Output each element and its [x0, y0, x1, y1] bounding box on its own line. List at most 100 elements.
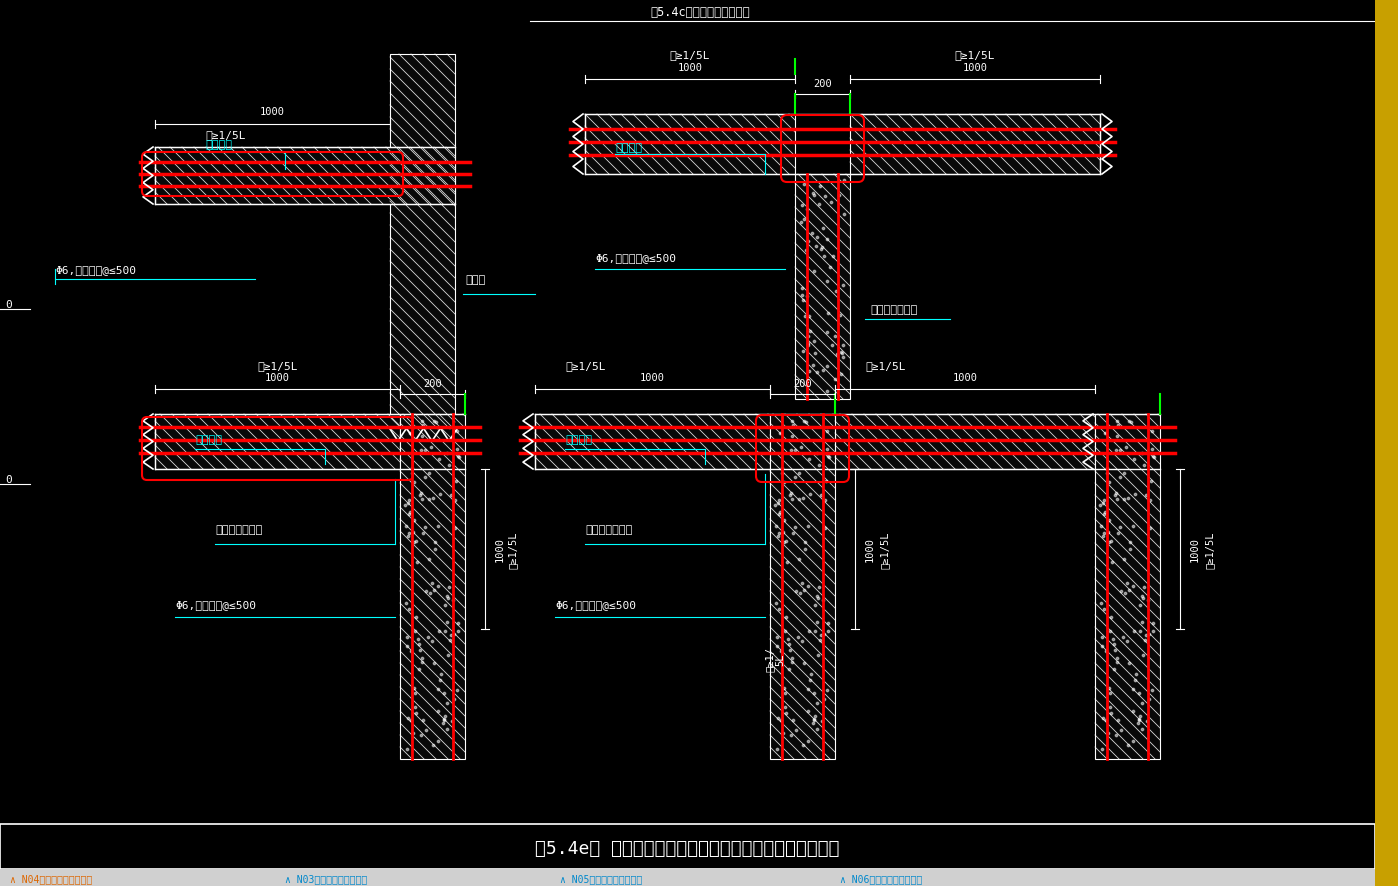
Text: Φ6,竖向间距@≤500: Φ6,竖向间距@≤500	[596, 253, 677, 263]
Point	[1111, 630, 1134, 644]
Point	[812, 627, 835, 641]
Text: 框架柱或构造柱: 框架柱或构造柱	[584, 525, 632, 534]
Point	[794, 535, 816, 549]
Point	[1128, 712, 1151, 727]
Point	[791, 293, 814, 307]
Point	[808, 180, 830, 194]
Point	[1100, 556, 1123, 570]
Point	[814, 692, 836, 706]
Text: 1000: 1000	[260, 107, 285, 117]
Point	[422, 657, 445, 671]
Point	[790, 215, 812, 229]
Point	[1123, 453, 1145, 467]
Point	[1134, 633, 1156, 648]
Point	[396, 596, 418, 610]
Point	[768, 526, 790, 540]
Point	[774, 706, 797, 720]
Point	[408, 662, 431, 676]
Point	[797, 336, 819, 350]
Text: 1000: 1000	[678, 63, 703, 73]
Point	[1102, 633, 1124, 647]
Point	[802, 265, 825, 279]
Point	[1116, 576, 1138, 590]
Point	[802, 189, 825, 203]
Point	[1106, 656, 1128, 670]
Point	[784, 724, 807, 738]
Text: 200: 200	[793, 378, 812, 389]
Point	[405, 534, 428, 548]
Point	[791, 289, 814, 303]
Point	[812, 222, 835, 236]
Bar	[1376, 0, 1398, 886]
Point	[768, 529, 790, 543]
Point	[797, 704, 819, 719]
Point	[774, 534, 797, 548]
Point	[1131, 590, 1153, 604]
Text: 砖墙砌体: 砖墙砌体	[565, 434, 591, 445]
Point	[825, 330, 847, 344]
Point	[422, 583, 445, 597]
Point	[1092, 497, 1114, 511]
Text: 砖墙砌体: 砖墙砌体	[615, 143, 642, 152]
Point	[795, 244, 818, 258]
Point	[428, 625, 450, 639]
Text: Φ6,竖向间距@≤500: Φ6,竖向间距@≤500	[55, 265, 136, 275]
Point	[1107, 418, 1130, 432]
Text: 框架柱或构造柱: 框架柱或构造柱	[215, 525, 263, 534]
Point	[1097, 475, 1120, 489]
Point	[442, 593, 464, 607]
Point	[797, 338, 819, 353]
Point	[773, 681, 795, 696]
Point	[1092, 639, 1114, 653]
Point	[811, 593, 833, 607]
Point	[401, 461, 424, 475]
Point	[411, 712, 433, 727]
Point	[1103, 637, 1125, 651]
Point	[832, 338, 854, 353]
Point	[1099, 701, 1121, 715]
Point	[819, 196, 842, 210]
Point	[793, 414, 815, 428]
Point	[1134, 628, 1156, 642]
Point	[801, 717, 823, 731]
Point	[807, 590, 829, 604]
Point	[426, 734, 449, 749]
Point	[1104, 643, 1127, 657]
Point	[790, 282, 812, 296]
Point	[396, 631, 418, 645]
Point	[397, 508, 419, 522]
Point	[793, 657, 815, 671]
Bar	[535, 415, 770, 470]
Point	[773, 535, 795, 549]
Point	[422, 414, 445, 428]
Point	[1138, 692, 1160, 706]
Point	[832, 279, 854, 293]
Point	[404, 701, 426, 715]
Point	[807, 447, 829, 461]
Point	[1132, 458, 1155, 472]
Point	[1106, 430, 1128, 444]
Point	[807, 592, 829, 606]
Point	[783, 444, 805, 458]
Text: 且≥1/5L: 且≥1/5L	[257, 361, 298, 370]
Point	[802, 713, 825, 727]
Point	[781, 712, 804, 727]
Point	[816, 385, 839, 399]
Point	[797, 235, 819, 249]
Point	[418, 466, 440, 480]
Point	[1117, 738, 1139, 752]
Point	[1127, 717, 1149, 731]
Point	[1117, 492, 1139, 506]
Point	[809, 243, 832, 257]
Point	[419, 440, 442, 455]
Text: 砖墙砌体: 砖墙砌体	[194, 434, 222, 445]
Point	[797, 579, 819, 593]
Point	[446, 424, 468, 439]
Point	[830, 346, 853, 360]
Point	[807, 648, 829, 662]
Point	[398, 526, 421, 540]
Point	[1090, 596, 1113, 610]
Point	[445, 475, 467, 489]
Point	[1137, 593, 1159, 607]
Point	[1107, 712, 1130, 727]
